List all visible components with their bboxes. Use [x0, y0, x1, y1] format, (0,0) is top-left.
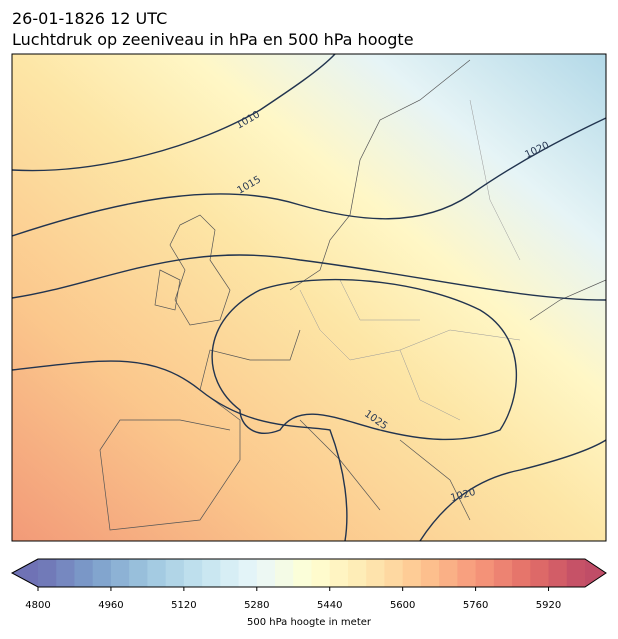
colorbar-bin: [457, 559, 477, 587]
colorbar-bin: [220, 559, 240, 587]
colorbar-bin: [275, 559, 294, 587]
colorbar-tick-label: 5280: [244, 600, 269, 611]
colorbar-bin: [530, 559, 550, 587]
colorbar-bin: [293, 559, 312, 587]
subtitle: Luchtdruk op zeeniveau in hPa en 500 hPa…: [12, 30, 414, 49]
title: 26-01-1826 12 UTC: [12, 9, 167, 28]
colorbar-bin: [129, 559, 148, 587]
colorbar-bin: [548, 559, 568, 587]
colorbar-bin: [256, 559, 276, 587]
colorbar-bin: [329, 559, 349, 587]
borders: [299, 99, 521, 421]
colorbar-bin: [439, 559, 458, 587]
colorbar-bin: [202, 559, 221, 587]
colorbar-tick-label: 5120: [171, 600, 196, 611]
colorbar-bin: [493, 559, 513, 587]
colorbar-bin: [238, 559, 258, 587]
colorbar-tick-label: 5440: [317, 600, 342, 611]
colorbar-tick-label: 4800: [25, 600, 50, 611]
colorbar-bin: [347, 559, 367, 587]
isobar: [12, 360, 348, 541]
isobar: [12, 254, 606, 301]
isobar: [12, 117, 606, 237]
colorbar-bin: [384, 559, 404, 587]
colorbar-bin: [147, 559, 167, 587]
colorbar-extend: [585, 559, 606, 587]
colorbar-bin: [183, 559, 203, 587]
colorbar: 4800 4960 5120 5280 5440 5600 5760 5920: [10, 558, 607, 611]
height-field: [12, 54, 606, 541]
colorbar-bin: [311, 559, 331, 587]
colorbar-label: 500 hPa hoogte in meter: [247, 617, 372, 628]
colorbar-bin: [38, 559, 57, 587]
colorbar-bin: [512, 559, 531, 587]
colorbar-bin: [56, 559, 75, 587]
colorbar-bin: [74, 559, 94, 587]
isobar: [419, 439, 606, 541]
map: 1010 1015 1020 1025 1020: [12, 54, 606, 541]
colorbar-bin: [402, 559, 422, 587]
colorbar-tick-label: 4960: [98, 600, 123, 611]
colorbar-bin: [420, 559, 440, 587]
colorbar-bin: [566, 559, 586, 587]
colorbar-extend: [12, 559, 38, 587]
colorbar-bin: [110, 559, 130, 587]
colorbar-tick-label: 5760: [463, 600, 488, 611]
isobar: [12, 54, 336, 172]
map-frame: [11, 53, 607, 542]
colorbar-bin: [475, 559, 495, 587]
colorbar-bin: [366, 559, 385, 587]
colorbar-bin: [92, 559, 112, 587]
colorbar-outline: [10, 558, 607, 588]
colorbar-tick-label: 5920: [536, 600, 561, 611]
isobar: [211, 278, 518, 441]
colorbar-tick-label: 5600: [390, 600, 415, 611]
colorbar-bin: [165, 559, 185, 587]
